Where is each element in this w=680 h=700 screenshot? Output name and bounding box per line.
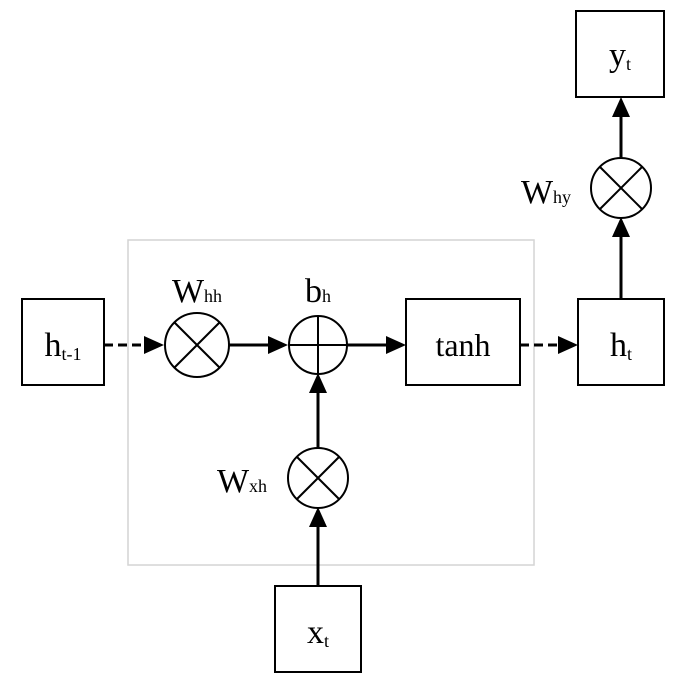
node-tanh: tanh (405, 298, 521, 386)
arrowhead-to-why (612, 217, 630, 237)
weight-label-why: Why (521, 174, 571, 211)
arrowhead-to-whh (144, 336, 164, 354)
arrowhead-bh-from-below (309, 373, 327, 393)
add-op-bh (288, 315, 348, 375)
node-y-t: yt (575, 10, 665, 98)
multiply-op-whh (164, 312, 230, 378)
weight-label-wxh: Wxh (217, 463, 267, 500)
arrowhead-to-yt (612, 97, 630, 117)
node-h-prev-label: ht-1 (45, 327, 82, 364)
bias-label-bh: bh (305, 273, 331, 310)
multiply-op-wxh (287, 447, 349, 509)
weight-label-whh: Whh (172, 273, 222, 310)
arrowhead-to-bh (268, 336, 288, 354)
arrowhead-to-wxh (309, 507, 327, 527)
node-tanh-label: tanh (435, 327, 490, 363)
node-x-t-label: xt (307, 614, 329, 651)
node-h-prev: ht-1 (21, 298, 105, 386)
node-h-t: ht (577, 298, 665, 386)
rnn-cell-frame (127, 239, 535, 566)
node-x-t: xt (274, 585, 362, 673)
node-h-t-label: ht (610, 327, 632, 364)
multiply-op-why (590, 157, 652, 219)
arrowhead-to-tanh (386, 336, 406, 354)
arrowhead-to-ht (558, 336, 578, 354)
node-y-t-label: yt (609, 37, 631, 74)
